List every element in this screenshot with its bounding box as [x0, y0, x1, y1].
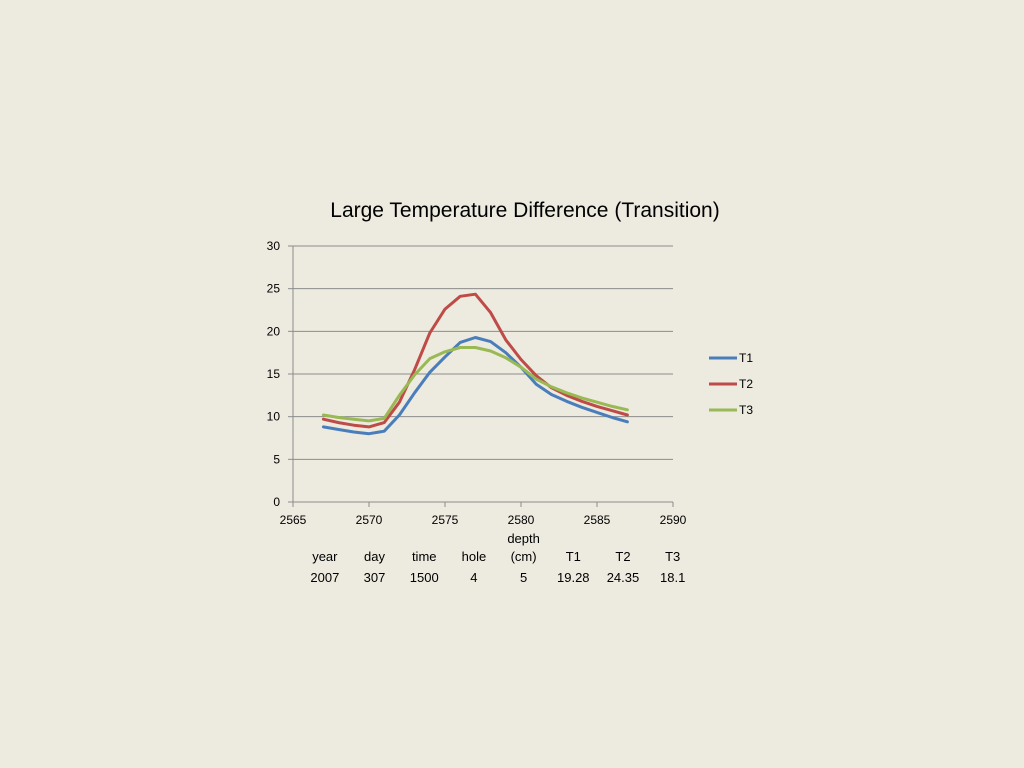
y-tick-label: 25	[267, 282, 281, 296]
table-header-cell: T2	[615, 549, 631, 564]
y-tick-label: 10	[267, 410, 281, 424]
x-tick-label: 2575	[432, 513, 459, 527]
table-header-cell: T1	[565, 549, 581, 564]
table-cell: 4	[470, 570, 478, 585]
table-cell: 19.28	[557, 570, 590, 585]
x-tick-label: 2585	[584, 513, 611, 527]
grid-lines	[293, 245, 673, 460]
table-cell: 1500	[409, 570, 439, 585]
table-header-cell: hole	[461, 549, 487, 564]
table-header-cell: year	[312, 549, 338, 564]
table-header-cell	[449, 530, 499, 548]
legend-label: T3	[739, 403, 753, 417]
series-line-t2	[321, 292, 629, 429]
data-table: depth year day time hole (cm) T1 T2 T3 2…	[300, 530, 698, 587]
series-lines	[321, 292, 629, 436]
y-tick-label: 30	[267, 239, 281, 253]
chart-title: Large Temperature Difference (Transition…	[330, 199, 719, 222]
y-tick-label: 0	[273, 495, 280, 509]
series-line-t3	[321, 346, 629, 423]
legend: T1 T2 T3	[709, 351, 753, 417]
table-header-cell	[548, 530, 598, 548]
table-header-cell	[399, 530, 449, 548]
axes: 0 5 10 15 20 25 30 2565 2570 2575 2580 2585 2590	[267, 239, 687, 527]
table-cell: 18.1	[660, 570, 686, 585]
table-header-row-2: year day time hole (cm) T1 T2 T3	[300, 548, 698, 566]
y-tick-label: 15	[267, 367, 281, 381]
table-header-cell	[648, 530, 698, 548]
table-header-cell: (cm)	[510, 549, 537, 564]
table-cell: 24.35	[606, 570, 640, 585]
table-header-cell: depth	[507, 531, 540, 546]
y-tick-label: 20	[267, 324, 281, 338]
table-header-cell: day	[364, 549, 386, 564]
table-header-cell	[598, 530, 648, 548]
table-header-cell: time	[411, 549, 437, 564]
x-tick-label: 2580	[508, 513, 535, 527]
legend-label: T2	[739, 377, 753, 391]
table-header-row-1: depth	[300, 530, 698, 548]
y-tick-label: 5	[273, 452, 280, 466]
table-row: 2007 307 1500 4 5 19.28 24.35 18.1	[300, 566, 698, 587]
table-header-cell	[350, 530, 400, 548]
series-line-t1	[321, 336, 629, 436]
table-cell: 5	[519, 570, 528, 585]
table-header-cell: T3	[665, 549, 681, 564]
table-cell: 307	[363, 570, 386, 585]
table-header-cell	[300, 530, 350, 548]
x-tick-label: 2565	[280, 513, 307, 527]
table-cell: 2007	[310, 570, 340, 585]
legend-label: T1	[739, 351, 753, 365]
x-tick-label: 2570	[356, 513, 383, 527]
x-tick-label: 2590	[660, 513, 687, 527]
